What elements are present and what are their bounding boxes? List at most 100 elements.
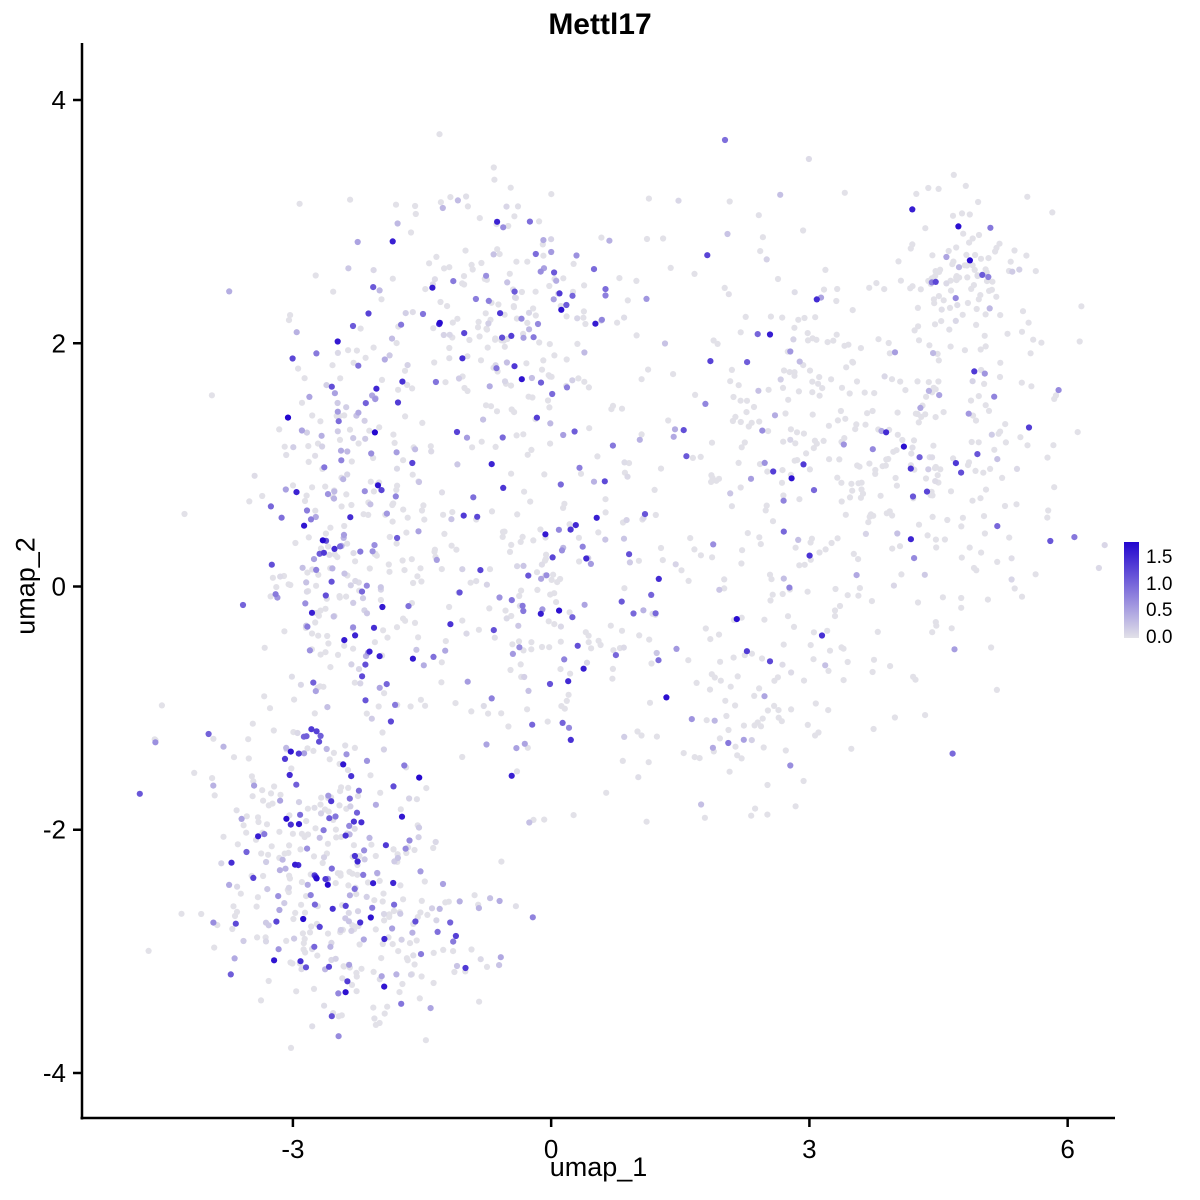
data-point <box>492 335 499 342</box>
data-point <box>426 260 433 267</box>
data-point <box>888 376 896 383</box>
data-point <box>991 446 998 453</box>
data-point <box>897 277 905 284</box>
data-point <box>363 610 371 617</box>
data-point <box>588 645 595 652</box>
data-point <box>305 534 312 541</box>
data-point <box>683 453 690 460</box>
data-point <box>340 531 348 539</box>
data-point <box>398 936 405 943</box>
data-point <box>374 869 381 877</box>
data-point <box>924 532 931 539</box>
data-point <box>914 599 922 606</box>
data-point <box>355 409 362 416</box>
data-point <box>915 337 923 344</box>
data-point <box>394 399 402 406</box>
data-point <box>328 865 335 872</box>
data-point <box>393 340 400 347</box>
data-point <box>767 313 775 320</box>
data-point <box>273 918 280 925</box>
data-point <box>441 265 448 272</box>
data-point <box>967 397 975 404</box>
data-point <box>865 519 872 526</box>
data-point <box>621 585 628 592</box>
data-point <box>349 322 357 330</box>
data-point <box>715 631 723 638</box>
data-point <box>977 255 985 262</box>
data-point <box>312 513 319 521</box>
data-point <box>442 638 449 645</box>
data-point <box>609 402 617 409</box>
data-point <box>716 735 724 742</box>
data-point <box>353 347 360 354</box>
data-point <box>475 905 482 912</box>
data-point <box>652 511 659 519</box>
x-tick-label: 0 <box>544 1134 558 1164</box>
data-point <box>409 471 416 478</box>
data-point <box>345 347 352 354</box>
data-point <box>312 825 319 832</box>
data-point <box>574 642 581 649</box>
data-point <box>500 224 507 231</box>
data-point <box>363 710 370 717</box>
data-point <box>511 213 518 220</box>
data-point <box>657 465 665 472</box>
data-point <box>988 286 996 293</box>
data-point <box>563 301 570 309</box>
data-point <box>286 771 293 779</box>
data-point <box>230 754 238 761</box>
data-point <box>389 275 396 282</box>
data-point <box>284 414 292 421</box>
data-point <box>513 432 520 439</box>
data-point <box>997 359 1004 366</box>
data-point <box>496 594 503 601</box>
data-point <box>929 454 936 461</box>
data-point <box>391 439 398 446</box>
data-point <box>469 266 476 273</box>
data-point <box>948 625 955 632</box>
data-point <box>563 356 570 363</box>
data-point <box>406 795 413 802</box>
data-point <box>251 472 258 479</box>
data-point <box>368 450 375 457</box>
data-point <box>634 728 641 735</box>
data-point <box>301 522 308 529</box>
data-point <box>1017 434 1024 441</box>
data-point <box>265 922 272 929</box>
data-point <box>648 660 655 667</box>
data-point <box>317 651 324 658</box>
data-point <box>722 697 729 704</box>
data-point <box>430 844 437 852</box>
data-point <box>403 529 410 536</box>
data-point <box>988 431 995 438</box>
data-point <box>556 290 563 297</box>
data-point <box>546 644 553 651</box>
data-point <box>707 358 714 365</box>
data-point <box>533 569 541 576</box>
data-point <box>313 728 320 735</box>
data-point <box>281 900 288 907</box>
data-point <box>315 632 322 639</box>
data-point <box>702 625 709 632</box>
data-point <box>218 860 225 867</box>
data-point <box>534 320 542 328</box>
data-point <box>503 203 510 210</box>
data-point <box>1101 542 1108 549</box>
data-point <box>508 332 515 339</box>
data-point <box>788 475 795 482</box>
data-point <box>793 429 801 436</box>
data-point <box>358 588 366 595</box>
data-point <box>885 339 892 347</box>
data-point <box>916 454 923 461</box>
data-point <box>894 431 901 438</box>
data-point <box>254 934 261 941</box>
data-point <box>958 594 965 602</box>
data-point <box>952 317 959 324</box>
data-point <box>1028 383 1035 390</box>
data-point <box>958 469 965 476</box>
data-point <box>259 492 266 500</box>
data-point <box>675 197 682 204</box>
data-point <box>519 533 526 541</box>
data-point <box>796 562 803 569</box>
data-point <box>788 706 795 713</box>
